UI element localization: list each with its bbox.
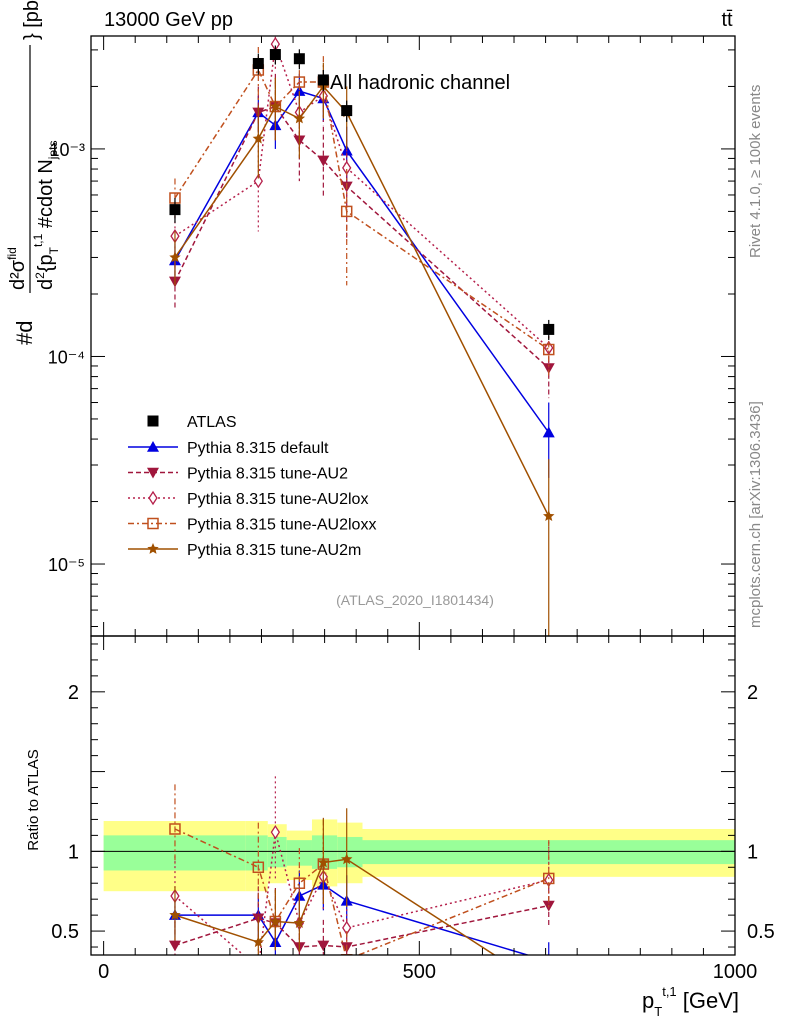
ratio-point xyxy=(252,936,264,948)
series-point xyxy=(293,76,306,88)
legend-label: ATLAS xyxy=(187,414,237,431)
energy-label: 13000 GeV pp xyxy=(104,9,233,31)
legend-label: Pythia 8.315 tune-AU2lox xyxy=(187,491,368,508)
ratio-point xyxy=(543,984,555,995)
legend-marker xyxy=(147,441,159,452)
main-panel: 10⁻⁵10⁻⁴10⁻³10⁻² xyxy=(48,35,736,637)
ratio-y-tick-label-right: 1 xyxy=(747,841,758,863)
ratio-y-tick-label: 2 xyxy=(68,682,79,704)
ylabel-pt-open: {p xyxy=(35,254,57,272)
ratio-point xyxy=(340,954,353,955)
analysis-tag: (ATLAS_2020_I1801434) xyxy=(336,592,494,608)
ratio-point xyxy=(542,872,555,885)
ylabel-hash-d: #d xyxy=(12,321,37,345)
main-plot-area xyxy=(168,36,555,636)
svg-text:#d: #d xyxy=(12,321,37,345)
ratio-point xyxy=(317,856,330,868)
legend-label: Pythia 8.315 tune-AU2loxx xyxy=(187,517,376,534)
legend-marker xyxy=(147,517,159,530)
y-tick-label: 10⁻⁴ xyxy=(48,347,85,367)
legend-marker xyxy=(147,543,159,554)
ratio-y-tick-label-right: 2 xyxy=(747,682,758,704)
data-point xyxy=(252,57,264,69)
series-point xyxy=(293,112,306,124)
ratio-point xyxy=(169,909,181,920)
ylabel-jets-sub: jets xyxy=(46,141,60,161)
legend-label: Pythia 8.315 tune-AU2 xyxy=(187,466,348,483)
ylabel-pt-sup: t,1 xyxy=(31,233,45,247)
series-point xyxy=(269,100,282,112)
y-tick-label: 10⁻³ xyxy=(49,140,85,160)
ratio-point xyxy=(252,861,265,874)
series-line xyxy=(174,105,550,369)
main-ylabel: #d d²σfid d2{pTt,1 #cdot Njets } [pb/GeV… xyxy=(5,0,61,345)
series-point xyxy=(252,132,264,144)
series-point xyxy=(293,85,306,96)
process-label: tt̄ xyxy=(721,9,733,31)
legend-label: Pythia 8.315 default xyxy=(187,440,329,457)
ratio-band-green xyxy=(245,835,268,871)
ratio-point xyxy=(293,877,306,889)
series-point xyxy=(253,173,263,189)
ratio-point xyxy=(269,915,282,927)
ylabel-cdot: #cdot N xyxy=(35,159,57,233)
ratio-point xyxy=(254,962,262,974)
ratio-band-green xyxy=(267,836,287,868)
svg-text:d²σfid: d²σfid xyxy=(5,247,29,290)
ylabel-sigma-sup: fid xyxy=(5,247,19,260)
legend-marker xyxy=(148,490,158,506)
data-point xyxy=(169,204,181,216)
series-line xyxy=(174,68,550,351)
y-tick-label: 10⁻⁵ xyxy=(48,555,85,575)
ratio-ylabel: Ratio to ATLAS xyxy=(25,749,42,850)
ylabel-unit: } [pb/GeV] xyxy=(21,0,43,40)
ratio-point xyxy=(341,853,353,865)
data-point xyxy=(293,53,305,65)
data-point xyxy=(317,74,329,86)
x-axis-label: pTt,1 [GeV] xyxy=(642,984,739,1019)
ratio-series-line xyxy=(175,883,530,955)
ratio-y-tick-label: 0.5 xyxy=(51,921,79,943)
ratio-y-tick-label: 1 xyxy=(68,841,79,863)
legend-marker xyxy=(147,415,159,427)
series-point xyxy=(317,155,330,167)
series-point xyxy=(542,343,555,356)
data-point xyxy=(543,323,555,335)
series-point xyxy=(542,363,555,374)
ylabel-pt-sub: T xyxy=(47,246,61,254)
legend: ATLAS Pythia 8.315 default Pythia 8.315 tu… xyxy=(128,414,376,559)
legend-label: Pythia 8.315 tune-AU2m xyxy=(187,542,361,559)
ratio-point xyxy=(317,940,330,952)
main-title: All hadronic channel xyxy=(330,72,510,94)
x-tick-label: 1000 xyxy=(713,961,758,983)
x-tick-label: 500 xyxy=(403,961,436,983)
data-point xyxy=(341,105,353,117)
legend-marker xyxy=(147,467,159,479)
data-point xyxy=(269,49,281,61)
series-point xyxy=(543,510,555,521)
ratio-panel: 0 500 1000 0.5 0.5 1 1 2 2 xyxy=(51,635,775,995)
ratio-y-tick-label-right: 0.5 xyxy=(747,921,775,943)
series-point xyxy=(169,251,181,263)
ratio-series-line xyxy=(174,904,549,948)
x-tick-label: 0 xyxy=(98,961,109,983)
ratio-frame xyxy=(90,635,736,956)
ratio-point xyxy=(169,823,181,835)
mcplots-label: mcplots.cern.ch [arXiv:1306.3436] xyxy=(747,401,764,628)
ylabel-d-sup: 2 xyxy=(33,272,47,279)
ylabel-d: d xyxy=(35,279,57,290)
ylabel-sigma: d²σ xyxy=(7,259,29,290)
svg-text:} [pb/GeV]: } [pb/GeV] xyxy=(21,0,43,40)
ratio-plot-area xyxy=(168,776,555,995)
svg-text:d2{pTt,1 #cdot Njets: d2{pTt,1 #cdot Njets xyxy=(31,141,61,290)
series-point xyxy=(340,205,353,218)
series-point xyxy=(542,426,555,438)
ratio-point xyxy=(270,824,281,840)
ratio-point xyxy=(543,955,555,966)
ratio-point xyxy=(168,940,181,952)
rivet-label: Rivet 4.1.0, ≥ 100k events xyxy=(747,85,764,258)
ratio-point xyxy=(293,917,306,928)
